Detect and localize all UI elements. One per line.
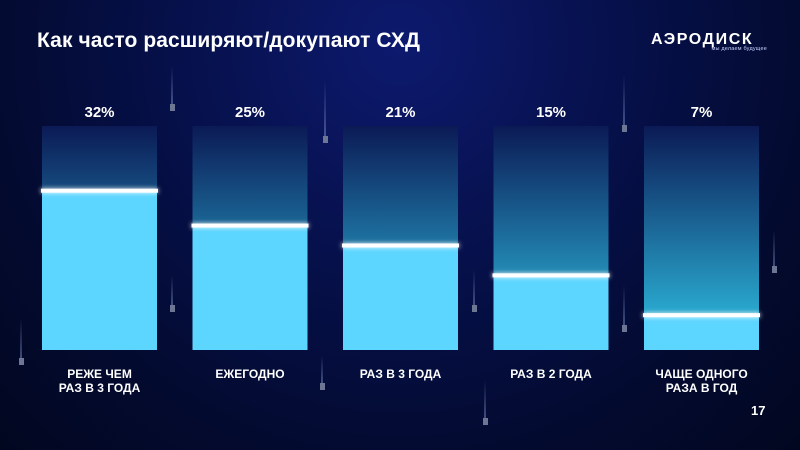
bar-column-bg xyxy=(644,126,759,350)
logo-name: АЭРОДИСК xyxy=(651,31,754,48)
category-label: РАЗА В ГОД xyxy=(666,381,738,395)
logo-tagline: мы делаем будущее xyxy=(711,46,767,52)
bar xyxy=(192,225,308,350)
category-label: РАЗ В 3 ГОДА xyxy=(59,381,141,395)
bar-marker-line xyxy=(41,188,158,193)
value-label: 15% xyxy=(536,104,566,121)
category-label: ЕЖЕГОДНО xyxy=(215,367,284,381)
category-label: РЕЖЕ ЧЕМ xyxy=(67,367,132,381)
bar-marker-line xyxy=(492,273,610,278)
page-number: 17 xyxy=(751,403,766,418)
category-label: РАЗ В 3 ГОДА xyxy=(360,367,442,381)
category-label: РАЗ В 2 ГОДА xyxy=(510,367,592,381)
value-label: 25% xyxy=(235,104,265,121)
bar xyxy=(493,275,609,350)
bar xyxy=(343,245,458,350)
bar xyxy=(42,190,157,350)
bar-marker-line xyxy=(643,313,760,318)
value-label: 7% xyxy=(691,104,713,121)
value-label: 32% xyxy=(84,104,114,121)
bar-marker-line xyxy=(342,243,459,248)
slide-title: Как часто расширяют/докупают СХД xyxy=(37,29,421,52)
category-label: ЧАЩЕ ОДНОГО xyxy=(655,367,747,381)
bar-marker-line xyxy=(191,223,309,228)
value-label: 21% xyxy=(385,104,415,121)
company-logo: АЭРОДИСК мы делаем будущее xyxy=(651,31,769,57)
bar xyxy=(644,315,759,350)
